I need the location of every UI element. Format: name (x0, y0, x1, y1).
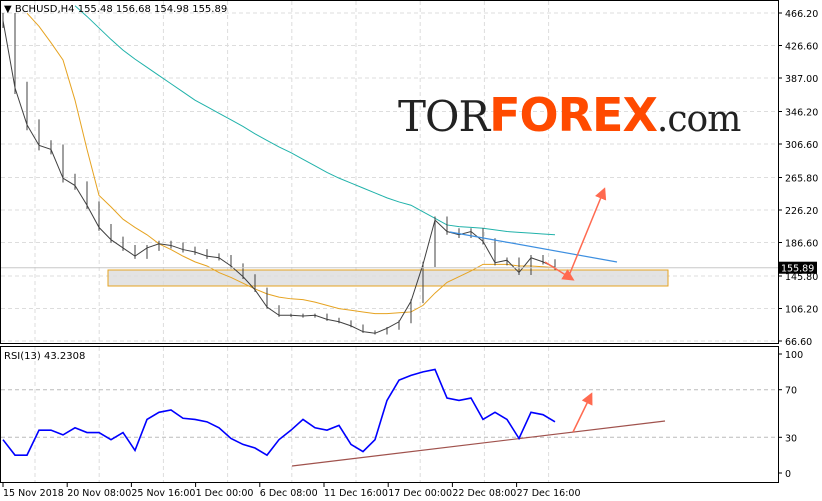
x-tick-label: 25 Nov 16:00 (131, 488, 195, 499)
logo-text-tor: TOR (398, 92, 490, 141)
x-tick-label: 20 Nov 08:00 (67, 488, 131, 499)
rsi-up-arrow (572, 392, 593, 433)
last-price-label: 155.89 (781, 264, 814, 275)
fast-moving-average (26, 12, 556, 315)
rsi-tick-label: 0 (785, 469, 791, 480)
y-tick-label: 106.20 (785, 304, 818, 315)
chart-title: ▼ BCHUSD,H4 155.48 156.68 154.98 155.89 (4, 4, 227, 15)
rsi-support-trendline (291, 420, 666, 467)
y-tick-label: 66.60 (785, 337, 812, 348)
price-panel-frame (0, 0, 779, 344)
rsi-title: RSI(13) 43.2308 (4, 351, 86, 362)
y-tick-label: 265.80 (785, 173, 818, 184)
x-tick-label: 17 Dec 00:00 (388, 488, 452, 499)
price-line (2, 20, 556, 334)
x-tick-label: 22 Dec 08:00 (452, 488, 516, 499)
symbol-label: BCHUSD,H4 (14, 4, 75, 15)
y-tick-label: 306.60 (785, 140, 818, 151)
y-tick-label: 426.60 (785, 42, 818, 53)
x-tick-label: 15 Nov 2018 (3, 488, 64, 499)
x-tick-label: 11 Dec 16:00 (324, 488, 388, 499)
y-tick-label: 145.80 (785, 272, 818, 283)
triangle-down-icon[interactable]: ▼ (4, 4, 12, 15)
rsi-panel-frame (0, 346, 779, 483)
y-tick-label: 387.00 (785, 74, 818, 85)
y-tick-label: 466.20 (785, 9, 818, 20)
resistance-trendline (449, 231, 618, 263)
down-arrow (544, 261, 575, 281)
logo-text-forex: FOREX (489, 88, 658, 142)
last-price-badge (779, 261, 817, 274)
torforex-logo: TORFOREX.com (398, 88, 741, 142)
x-tick-label: 27 Dec 16:00 (517, 488, 581, 499)
x-tick-label: 6 Dec 08:00 (260, 488, 318, 499)
up-arrow (567, 187, 607, 279)
x-tick-label: 1 Dec 00:00 (196, 488, 254, 499)
slow-moving-average (74, 5, 556, 236)
y-tick-label: 186.60 (785, 239, 818, 250)
rsi-tick-label: 70 (785, 386, 797, 397)
rsi-tick-label: 100 (785, 350, 803, 361)
logo-text-com: .com (656, 99, 741, 140)
ohlc-values: 155.48 156.68 154.98 155.89 (77, 4, 228, 15)
rsi-line (2, 368, 556, 457)
rsi-tick-label: 30 (785, 433, 797, 444)
y-tick-label: 226.20 (785, 206, 818, 217)
support-zone (107, 269, 669, 287)
y-tick-label: 346.20 (785, 107, 818, 118)
